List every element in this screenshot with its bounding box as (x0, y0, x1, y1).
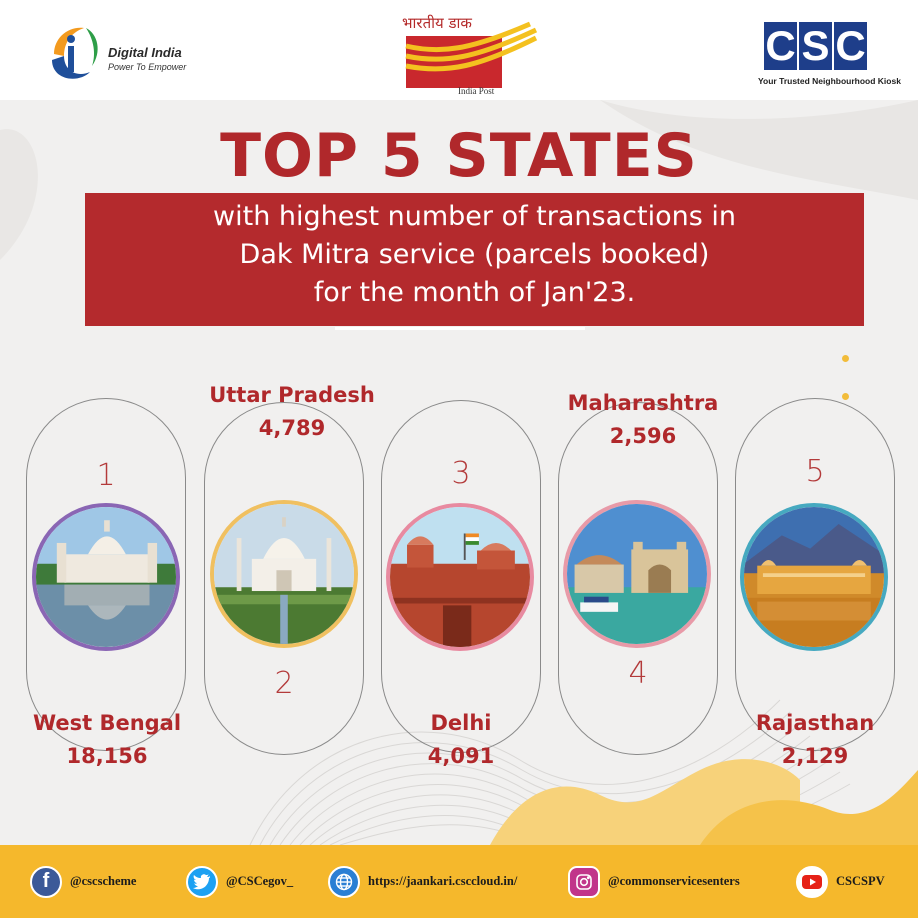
globe-icon (328, 865, 360, 898)
india-post-hindi: भारतीय डाक (402, 14, 472, 32)
victoria-memorial-image (36, 507, 176, 647)
taj-mahal-image (214, 504, 354, 644)
social-instagram[interactable]: @commonservicesenters (568, 845, 740, 918)
landmark-victoria-memorial (32, 503, 180, 651)
state-label: West Bengal 18,156 (10, 708, 204, 774)
state-name: West Bengal (32, 711, 182, 735)
rank-pill (204, 402, 364, 755)
facebook-icon: f (30, 865, 62, 898)
social-website[interactable]: https://jaankari.csccloud.in/ (328, 845, 517, 918)
subtitle-banner (85, 193, 864, 326)
state-name: Delhi (430, 711, 492, 735)
red-fort-image (390, 507, 530, 647)
subtitle: with highest number of transactions in D… (85, 198, 864, 312)
csc-letter: C (764, 22, 797, 70)
csc-tagline: Your Trusted Neighbourhood Kiosk (758, 76, 901, 86)
header: Digital India Power To Empower भारतीय डा… (0, 0, 918, 100)
social-handle: @cscscheme (70, 874, 137, 888)
youtube-icon (796, 865, 828, 898)
subtitle-line: for the month of Jan'23. (313, 277, 636, 308)
state-label: Maharashtra 2,596 (530, 388, 756, 454)
jal-mahal-image (744, 507, 884, 647)
subtitle-underline (335, 327, 585, 330)
rank-pill (558, 402, 718, 755)
rank-number: 4 (628, 656, 648, 691)
landmark-gateway-of-india (563, 500, 711, 648)
state-label: Delhi 4,091 (350, 708, 572, 774)
state-value: 18,156 (66, 744, 148, 768)
state-value: 2,596 (609, 424, 677, 448)
landmark-red-fort (386, 503, 534, 651)
social-handle: @commonservicesenters (608, 874, 740, 888)
state-name: Rajasthan (755, 711, 875, 735)
landmark-taj-mahal (210, 500, 358, 648)
social-facebook[interactable]: f @cscscheme (30, 845, 136, 918)
twitter-icon (186, 865, 218, 898)
state-value: 4,091 (427, 744, 495, 768)
rank-number: 2 (274, 666, 294, 701)
subtitle-line: with highest number of transactions in (213, 201, 736, 232)
india-post-logo: भारतीय डाक India Post (380, 10, 540, 98)
digital-india-logo: Digital India Power To Empower (42, 12, 192, 92)
social-youtube[interactable]: CSCSPV (796, 845, 885, 918)
rank-number: 1 (96, 458, 116, 493)
csc-letter: C (834, 22, 867, 70)
rank-number: 5 (805, 454, 825, 489)
india-post-envelope-icon (405, 21, 538, 88)
state-name: Uttar Pradesh (209, 383, 375, 407)
decorative-dot (842, 355, 849, 362)
social-handle: @CSCegov_ (226, 874, 294, 888)
state-name: Maharashtra (567, 391, 719, 415)
social-twitter[interactable]: @CSCegov_ (186, 845, 293, 918)
social-handle: https://jaankari.csccloud.in/ (368, 874, 518, 888)
gateway-of-india-image (567, 504, 707, 644)
landmark-jal-mahal (740, 503, 888, 651)
csc-letter: S (799, 22, 832, 70)
digital-india-tagline: Power To Empower (108, 62, 187, 72)
instagram-icon (568, 865, 600, 898)
rank-number: 3 (451, 456, 471, 491)
india-post-english: India Post (458, 86, 495, 96)
state-label: Uttar Pradesh 4,789 (180, 380, 404, 446)
rank-pill (735, 398, 895, 751)
state-value: 2,129 (781, 744, 849, 768)
state-label: Rajasthan 2,129 (710, 708, 918, 774)
rank-pill (26, 398, 186, 751)
state-value: 4,789 (258, 416, 326, 440)
subtitle-line: Dak Mitra service (parcels booked) (239, 239, 710, 270)
page-title: TOP 5 STATES (220, 121, 698, 191)
decorative-dot (842, 393, 849, 400)
rank-pill (381, 400, 541, 753)
digital-india-icon (52, 27, 98, 79)
social-handle: CSCSPV (836, 874, 885, 888)
csc-logo: C S C Your Trusted Neighbourhood Kiosk (758, 22, 901, 92)
footer-social-bar: f @cscscheme @CSCegov_ https://jaankari.… (0, 845, 918, 918)
digital-india-name: Digital India (108, 45, 182, 60)
